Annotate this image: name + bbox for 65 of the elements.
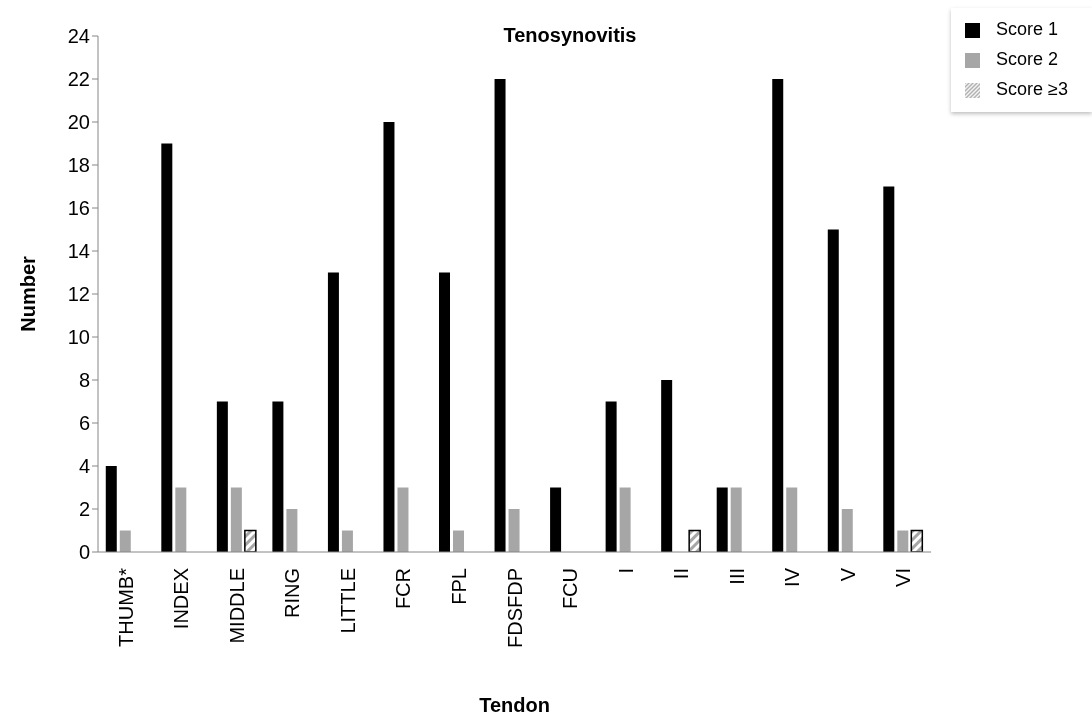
x-tick-label: FPL xyxy=(448,568,470,605)
bar xyxy=(175,487,187,552)
bar xyxy=(272,401,284,552)
bar xyxy=(716,487,728,552)
bar xyxy=(244,529,257,552)
bar xyxy=(230,487,242,552)
bar xyxy=(688,529,701,552)
y-tick-label: 0 xyxy=(78,541,90,564)
bar xyxy=(786,487,798,552)
x-tick-label: INDEX xyxy=(170,568,193,630)
y-tick-label: 12 xyxy=(67,283,90,306)
bar xyxy=(883,186,895,552)
chart-title: Tenosynovitis xyxy=(503,24,637,46)
x-tick-label: V xyxy=(836,567,859,582)
bar xyxy=(161,143,173,552)
bar xyxy=(661,380,673,552)
bar xyxy=(439,272,451,552)
y-tick-label: 20 xyxy=(67,111,90,134)
x-tick-label: MIDDLE xyxy=(225,568,248,644)
x-tick-label: IV xyxy=(781,567,804,587)
y-tick-label: 22 xyxy=(67,68,90,91)
bar xyxy=(772,79,784,552)
bar xyxy=(730,487,742,552)
x-tick-label: FCU xyxy=(559,568,582,610)
legend-label: Score 1 xyxy=(996,19,1059,39)
bar xyxy=(216,401,228,552)
bar xyxy=(897,530,909,552)
bar xyxy=(341,530,353,552)
bar xyxy=(841,509,853,552)
bar xyxy=(119,530,131,552)
legend-label: Score ≥3 xyxy=(996,79,1068,99)
y-tick-label: 24 xyxy=(67,25,90,48)
bar xyxy=(550,487,562,552)
y-tick-label: 2 xyxy=(78,498,90,521)
bar xyxy=(397,487,409,552)
bar xyxy=(508,509,520,552)
y-tick-label: 10 xyxy=(67,326,90,349)
bar xyxy=(453,530,465,552)
legend-label: Score 2 xyxy=(996,49,1059,69)
y-axis-title: Number xyxy=(17,256,40,332)
bar xyxy=(105,466,117,552)
x-tick-label: VI xyxy=(892,568,915,587)
bar xyxy=(605,401,617,552)
x-tick-label: III xyxy=(725,568,748,585)
bar xyxy=(827,229,839,552)
x-tick-label: FDSFDP xyxy=(503,568,526,648)
bar xyxy=(619,487,631,552)
bar xyxy=(494,79,506,552)
y-tick-label: 18 xyxy=(67,154,90,177)
y-tick-label: 8 xyxy=(78,369,90,392)
bar xyxy=(286,509,298,552)
y-tick-label: 4 xyxy=(78,455,90,478)
x-tick-label: FCR xyxy=(392,568,415,610)
bar xyxy=(383,122,395,552)
y-tick-label: 16 xyxy=(67,197,90,220)
x-tick-label: RING xyxy=(281,568,304,618)
bar xyxy=(910,529,924,552)
x-axis-title: Tendon xyxy=(479,694,550,716)
x-tick-label: LITTLE xyxy=(336,568,359,634)
x-tick-label: I xyxy=(614,568,637,574)
y-tick-label: 6 xyxy=(78,412,90,435)
bar xyxy=(327,272,339,552)
x-tick-label: II xyxy=(670,568,693,580)
y-tick-label: 14 xyxy=(67,240,90,263)
x-tick-label: THUMB* xyxy=(114,567,137,647)
